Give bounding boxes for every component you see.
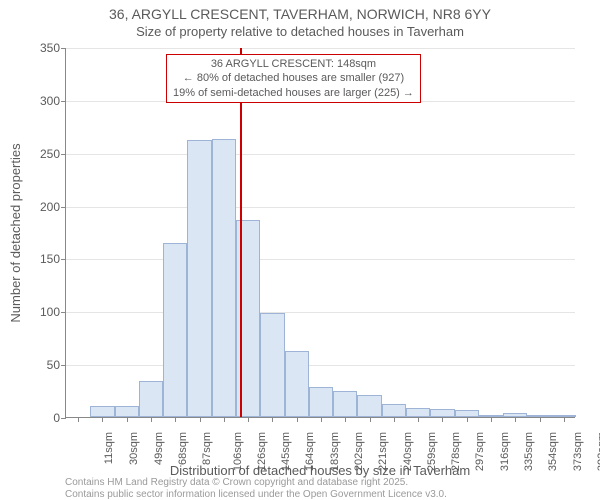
annotation-box: 36 ARGYLL CRESCENT: 148sqm← 80% of detac… [166, 54, 421, 103]
histogram-bar [163, 243, 187, 417]
y-tick-mark [61, 48, 66, 49]
histogram-bar [90, 406, 114, 417]
x-tick-mark [491, 417, 492, 422]
x-tick-mark [175, 417, 176, 422]
x-tick-mark [370, 417, 371, 422]
x-tick-mark [272, 417, 273, 422]
gridline [66, 48, 575, 49]
gridline [66, 207, 575, 208]
x-tick-mark [418, 417, 419, 422]
histogram-bar [212, 139, 236, 417]
gridline [66, 154, 575, 155]
histogram-bar [333, 391, 357, 417]
x-tick-label: 106sqm [232, 432, 244, 471]
histogram-bar [115, 406, 139, 417]
x-tick-mark [224, 417, 225, 422]
x-tick-mark [248, 417, 249, 422]
x-tick-label: 183sqm [329, 432, 341, 471]
chart-title-sub: Size of property relative to detached ho… [0, 24, 600, 39]
annotation-line-2: ← 80% of detached houses are smaller (92… [173, 71, 414, 85]
y-tick-mark [61, 418, 66, 419]
x-tick-label: 335sqm [523, 432, 535, 471]
x-tick-mark [515, 417, 516, 422]
annotation-line-1: 36 ARGYLL CRESCENT: 148sqm [173, 57, 414, 71]
x-tick-label: 87sqm [201, 432, 213, 465]
histogram-bar [260, 313, 284, 417]
y-tick-mark [61, 154, 66, 155]
gridline [66, 259, 575, 260]
annotation-line-3: 19% of semi-detached houses are larger (… [173, 86, 414, 100]
histogram-bar [455, 410, 479, 417]
histogram-bar [309, 387, 333, 417]
histogram-bar [357, 395, 381, 417]
x-tick-mark [102, 417, 103, 422]
chart-title-main: 36, ARGYLL CRESCENT, TAVERHAM, NORWICH, … [0, 6, 600, 22]
x-tick-label: 373sqm [572, 432, 584, 471]
chart-container: 36, ARGYLL CRESCENT, TAVERHAM, NORWICH, … [0, 0, 600, 500]
x-tick-label: 392sqm [596, 432, 600, 471]
x-tick-label: 11sqm [103, 432, 115, 464]
y-tick-label: 250 [20, 147, 60, 161]
x-tick-label: 126sqm [256, 432, 268, 471]
x-tick-mark [394, 417, 395, 422]
histogram-bar [285, 351, 309, 417]
histogram-bar [430, 409, 454, 417]
histogram-bar [187, 140, 211, 417]
x-tick-label: 316sqm [499, 432, 511, 471]
x-tick-mark [78, 417, 79, 422]
x-tick-label: 202sqm [353, 432, 365, 471]
y-tick-mark [61, 365, 66, 366]
y-tick-label: 300 [20, 94, 60, 108]
x-tick-mark [540, 417, 541, 422]
x-tick-label: 259sqm [426, 432, 438, 471]
x-tick-label: 49sqm [153, 432, 165, 465]
x-tick-label: 164sqm [305, 432, 317, 471]
x-tick-label: 221sqm [377, 432, 389, 471]
y-tick-label: 150 [20, 252, 60, 266]
footer-line-2: Contains public sector information licen… [65, 489, 447, 500]
y-tick-label: 350 [20, 41, 60, 55]
x-tick-mark [467, 417, 468, 422]
histogram-bar [139, 381, 163, 417]
x-tick-label: 30sqm [128, 432, 140, 465]
property-marker-line [240, 48, 242, 417]
x-tick-label: 354sqm [547, 432, 559, 471]
x-tick-mark [442, 417, 443, 422]
x-tick-mark [127, 417, 128, 422]
y-tick-label: 50 [20, 358, 60, 372]
x-tick-mark [297, 417, 298, 422]
x-tick-label: 145sqm [280, 432, 292, 471]
y-tick-mark [61, 207, 66, 208]
y-tick-mark [61, 312, 66, 313]
x-tick-label: 297sqm [475, 432, 487, 471]
x-tick-mark [345, 417, 346, 422]
gridline [66, 365, 575, 366]
x-tick-label: 278sqm [450, 432, 462, 471]
histogram-bar [382, 404, 406, 417]
x-tick-mark [321, 417, 322, 422]
y-tick-label: 0 [20, 411, 60, 425]
footer-line-1: Contains HM Land Registry data © Crown c… [65, 477, 447, 489]
x-tick-mark [151, 417, 152, 422]
x-tick-label: 68sqm [177, 432, 189, 465]
gridline [66, 312, 575, 313]
x-tick-label: 240sqm [402, 432, 414, 471]
x-tick-mark [564, 417, 565, 422]
y-tick-label: 200 [20, 200, 60, 214]
footer-attribution: Contains HM Land Registry data © Crown c… [65, 477, 447, 500]
y-tick-mark [61, 101, 66, 102]
x-tick-mark [200, 417, 201, 422]
plot-area: 36 ARGYLL CRESCENT: 148sqm← 80% of detac… [65, 48, 575, 418]
y-tick-mark [61, 259, 66, 260]
histogram-bar [406, 408, 430, 418]
y-tick-label: 100 [20, 305, 60, 319]
